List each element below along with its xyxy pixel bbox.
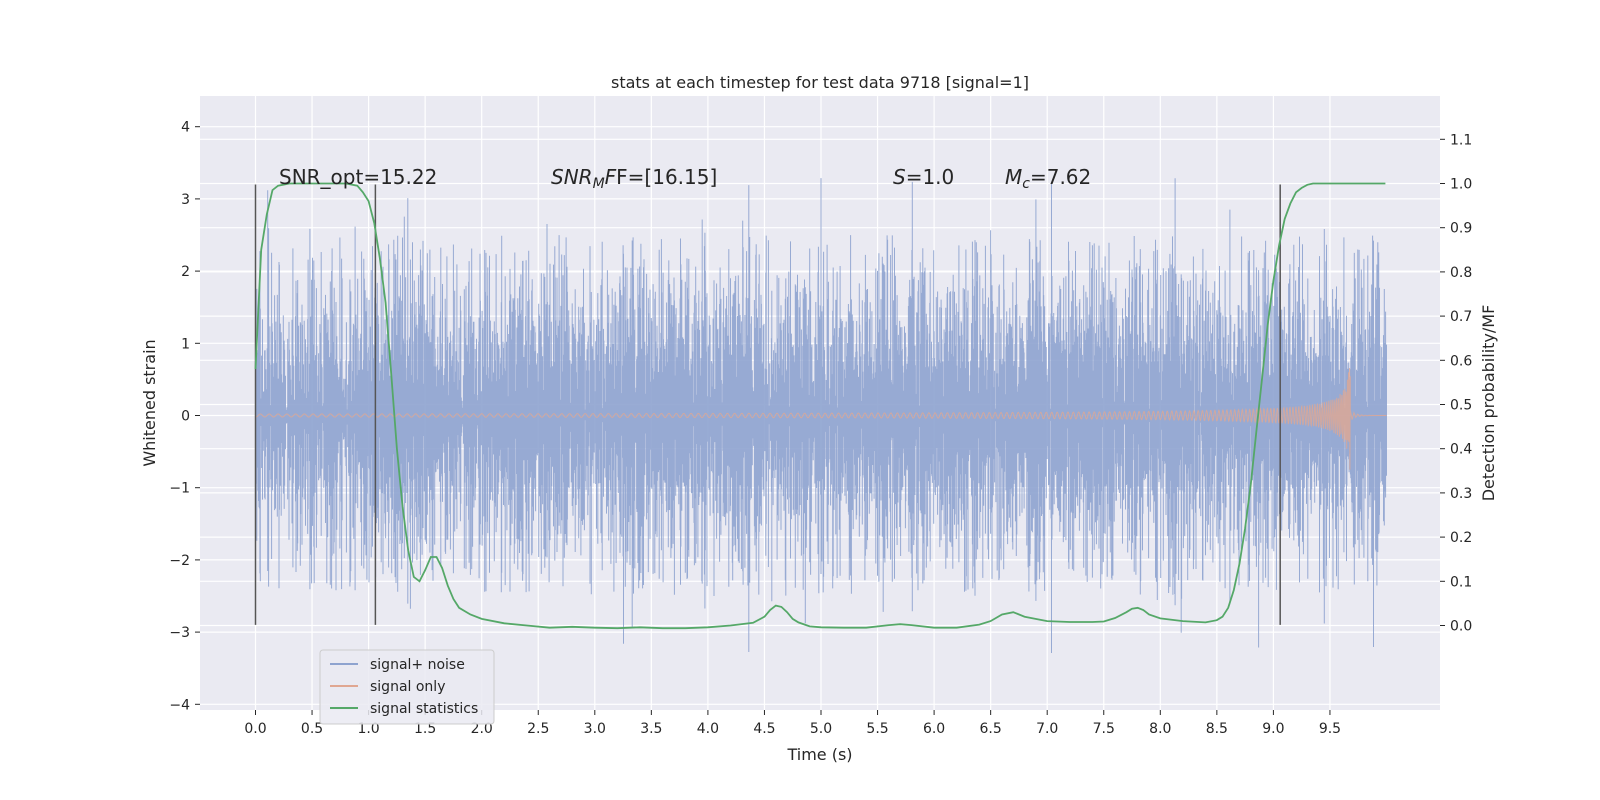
y2-tick-label: 0.1 <box>1450 574 1472 590</box>
y2-tick-label: 0.3 <box>1450 486 1472 502</box>
x-ticks: 0.0 0.5 1.0 1.5 2.0 2.5 3.0 3.5 4.0 4.5 5.0 5.5 6.0 6… <box>244 710 1341 737</box>
y-tick-label: −2 <box>169 553 190 569</box>
annotation-snr-mf-sub: M <box>593 176 605 192</box>
x-tick-label: 7.5 <box>1093 721 1115 737</box>
y2-tick-label: 0.0 <box>1450 619 1472 635</box>
y-tick-label: 4 <box>181 120 190 136</box>
y2-tick-label: 0.6 <box>1450 353 1472 369</box>
x-tick-label: 6.0 <box>923 721 945 737</box>
x-tick-label: 6.5 <box>980 721 1002 737</box>
y2-tick-label: 0.7 <box>1450 309 1472 325</box>
y-tick-label: 0 <box>181 409 190 425</box>
x-tick-label: 3.0 <box>584 721 606 737</box>
legend-label-signal-only: signal only <box>370 679 445 695</box>
y2-tick-label: 0.9 <box>1450 221 1472 237</box>
x-tick-label: 7.0 <box>1036 721 1058 737</box>
y2-ticks: 1.1 1.0 0.9 0.8 0.7 0.6 0.5 0.4 0.3 0.2 0.1 0.0 <box>1440 132 1472 635</box>
legend-box <box>319 649 495 725</box>
y-tick-label: −1 <box>169 481 190 497</box>
annotation-s-symbol: S <box>893 165 906 189</box>
x-tick-label: 1.0 <box>357 721 379 737</box>
x-axis-label: Time (s) <box>786 745 852 764</box>
y2-tick-label: 0.8 <box>1450 265 1472 281</box>
legend-label-signal-statistics: signal statistics <box>370 701 478 717</box>
y-tick-label: −3 <box>169 625 190 641</box>
x-tick-label: 5.5 <box>866 721 888 737</box>
x-tick-label: 8.0 <box>1149 721 1171 737</box>
annotation-mc-subscript: c <box>1022 176 1030 192</box>
x-tick-label: 0.0 <box>244 721 266 737</box>
annotation-mc: Mc=7.62 <box>1005 165 1091 192</box>
annotation-snr-mf-rest: F=[16.15] <box>616 165 717 189</box>
annotation-snr-mf-f: F <box>605 165 617 189</box>
annotation-snr-mf: SNRMFF=[16.15] <box>551 165 717 192</box>
x-tick-label: 5.0 <box>810 721 832 737</box>
x-tick-label: 2.0 <box>471 721 493 737</box>
y2-tick-label: 0.5 <box>1450 398 1472 414</box>
y-tick-label: 3 <box>181 192 190 208</box>
x-tick-label: 1.5 <box>414 721 436 737</box>
y2-tick-label: 1.1 <box>1450 132 1472 148</box>
annotation-mc-value: =7.62 <box>1030 165 1091 189</box>
x-tick-label: 4.5 <box>753 721 775 737</box>
y-tick-label: 2 <box>181 264 190 280</box>
y-axis-label: Whitened strain <box>140 339 159 466</box>
vertical-markers <box>254 184 1281 625</box>
x-tick-label: 3.5 <box>640 721 662 737</box>
y2-tick-label: 0.4 <box>1450 442 1472 458</box>
x-tick-label: 2.5 <box>527 721 549 737</box>
series-signal-statistics <box>254 182 1386 630</box>
y-tick-label: 1 <box>181 336 190 352</box>
x-tick-label: 0.5 <box>301 721 323 737</box>
chart-title: stats at each timestep for test data 971… <box>611 73 1029 92</box>
annotation-snr-mf-base: SNR <box>551 165 593 189</box>
annotation-s: S=1.0 <box>893 165 954 189</box>
y2-axis-label: Detection probability/MF <box>1479 305 1498 502</box>
legend-label-signal-noise: signal+ noise <box>370 657 465 673</box>
y2-tick-label: 0.2 <box>1450 530 1472 546</box>
x-tick-label: 9.5 <box>1319 721 1341 737</box>
x-tick-label: 9.0 <box>1262 721 1284 737</box>
plot-area <box>254 178 1387 653</box>
y-tick-label: −4 <box>169 697 190 713</box>
annotation-mc-symbol: M <box>1005 165 1022 189</box>
y2-tick-label: 1.0 <box>1450 177 1472 193</box>
x-tick-label: 8.5 <box>1206 721 1228 737</box>
annotation-s-value: =1.0 <box>906 165 955 189</box>
series-signal-only <box>255 367 1387 470</box>
y-ticks: 4 3 2 1 0 −1 −2 −3 −4 <box>169 120 200 713</box>
annotation-snr-opt: SNR_opt=15.22 <box>279 165 437 189</box>
x-tick-label: 4.0 <box>697 721 719 737</box>
legend: signal+ noise signal only signal statist… <box>319 649 495 725</box>
